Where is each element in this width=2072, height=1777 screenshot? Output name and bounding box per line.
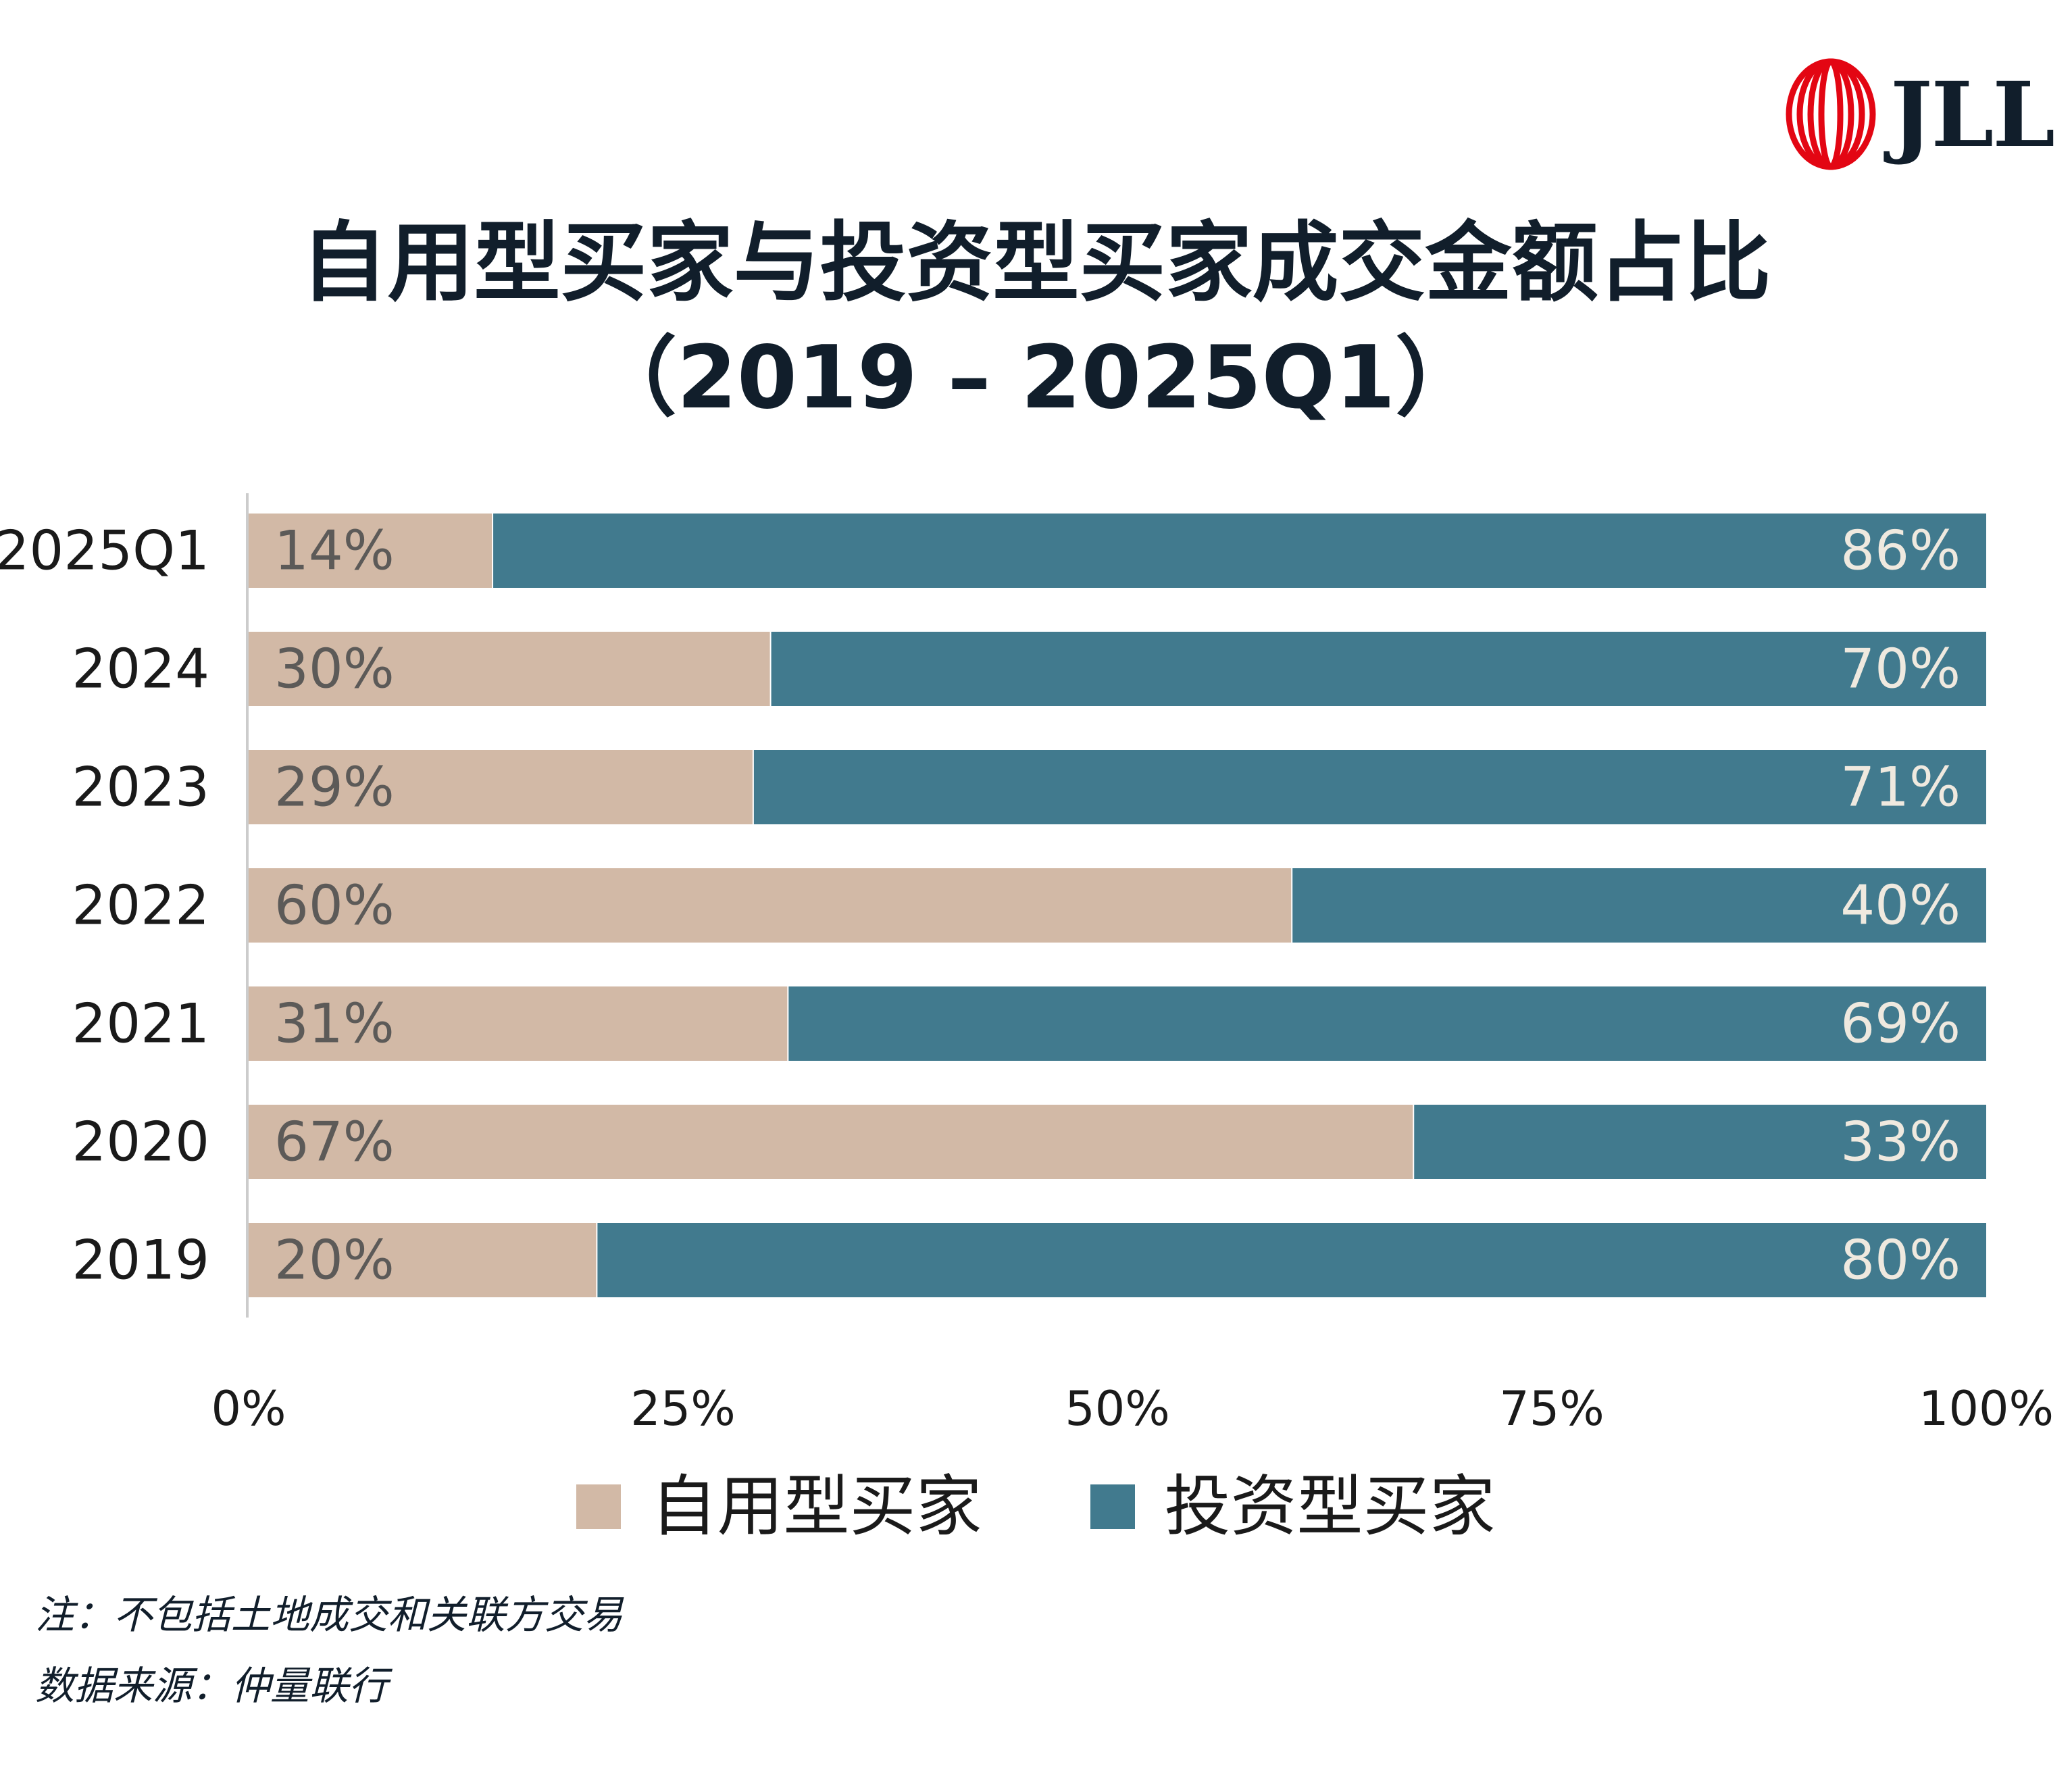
x-tick-label: 100% xyxy=(1919,1381,2054,1436)
data-label-owner-occupier: 29% xyxy=(274,756,395,819)
jll-logo-mark-icon xyxy=(1786,58,1876,170)
data-label-owner-occupier: 60% xyxy=(274,874,395,937)
legend-label-investor: 投资型买家 xyxy=(1164,1468,1496,1545)
bar-owner-occupier xyxy=(249,632,770,706)
data-label-owner-occupier: 30% xyxy=(274,638,395,701)
data-label-investor: 70% xyxy=(1840,638,1961,701)
bar-owner-occupier xyxy=(249,1223,597,1297)
category-label: 2023 xyxy=(72,756,209,819)
bar-owner-occupier xyxy=(249,986,788,1061)
legend-swatch-investor xyxy=(1090,1484,1135,1529)
data-label-owner-occupier: 20% xyxy=(274,1229,395,1292)
footnote-source: 数据来源：仲量联行 xyxy=(35,1663,388,1709)
x-tick-label: 50% xyxy=(1065,1381,1170,1436)
x-tick-label: 0% xyxy=(211,1381,286,1436)
bar-investor xyxy=(493,514,1986,588)
data-label-owner-occupier: 14% xyxy=(274,520,395,582)
data-label-investor: 33% xyxy=(1840,1111,1961,1174)
bar-investor xyxy=(1414,1105,1986,1179)
data-label-investor: 69% xyxy=(1840,993,1961,1055)
bar-investor xyxy=(1292,868,1986,943)
category-label: 2021 xyxy=(72,993,209,1055)
data-label-investor: 40% xyxy=(1840,874,1961,937)
legend-item-investor: 投资型买家 xyxy=(1090,1466,1496,1547)
bar-owner-occupier xyxy=(249,868,1292,943)
category-label: 2020 xyxy=(72,1111,209,1174)
data-label-investor: 86% xyxy=(1840,520,1961,582)
legend-swatch-owner-occupier xyxy=(576,1484,622,1529)
data-label-investor: 71% xyxy=(1840,756,1961,819)
chart-subtitle: （2019 – 2025Q1） xyxy=(590,328,1482,428)
chart-title: 自用型买家与投资型买家成交金额占比 xyxy=(301,213,1771,314)
x-tick-label: 25% xyxy=(630,1381,736,1436)
category-label: 2022 xyxy=(72,874,209,937)
bar-owner-occupier xyxy=(249,750,753,824)
x-tick-label: 75% xyxy=(1499,1381,1604,1436)
category-label: 2025Q1 xyxy=(0,520,209,582)
legend-label-owner-occupier: 自用型买家 xyxy=(651,1468,982,1545)
jll-logo: JLL xyxy=(1784,57,2055,172)
legend: 自用型买家 投资型买家 xyxy=(0,1463,2072,1551)
bar-investor xyxy=(771,632,1986,706)
category-label: 2019 xyxy=(72,1229,209,1292)
bar-investor xyxy=(788,986,1986,1061)
category-label: 2024 xyxy=(72,638,209,701)
bar-owner-occupier xyxy=(249,1105,1413,1179)
bar-owner-occupier xyxy=(249,514,492,588)
bar-investor xyxy=(597,1223,1987,1297)
jll-logo-text: JLL xyxy=(1890,63,2055,168)
data-label-owner-occupier: 31% xyxy=(274,993,395,1055)
footnote-note: 注：不包括土地成交和关联方交易 xyxy=(35,1592,624,1638)
data-label-owner-occupier: 67% xyxy=(274,1111,395,1174)
bar-investor xyxy=(753,750,1986,824)
data-label-investor: 80% xyxy=(1840,1229,1961,1292)
legend-item-owner-occupier: 自用型买家 xyxy=(576,1466,982,1547)
